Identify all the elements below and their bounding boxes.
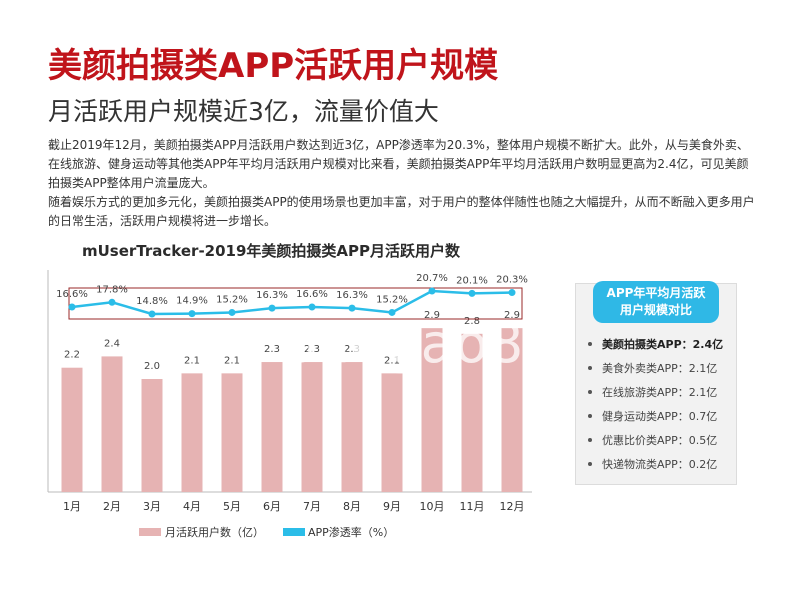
summary-paragraph-2: 随着娱乐方式的更加多元化，美颜拍摄类APP的使用场景也更加丰富，对于用户的整体伴… <box>48 195 755 228</box>
line-point <box>428 287 436 295</box>
side-panel-header-line-2: 用户规模对比 <box>619 303 692 317</box>
legend-line-swatch <box>283 528 305 536</box>
x-tick-label: 11月 <box>460 500 485 513</box>
line-value-label: 20.3% <box>496 275 528 286</box>
bar-value-label: 2.3 <box>264 344 280 355</box>
bar <box>301 362 323 492</box>
side-panel-item-label: 美食外卖类APP：2.1亿 <box>602 362 718 375</box>
bar-value-label: 2.2 <box>64 350 80 361</box>
line-value-label: 20.1% <box>456 275 488 286</box>
line-value-label: 16.3% <box>256 290 288 301</box>
summary-paragraph-1: 截止2019年12月，美颜拍摄类APP月活跃用户数达到近3亿，APP渗透率为20… <box>48 138 749 190</box>
line-point <box>148 310 156 318</box>
line-point <box>228 308 236 316</box>
bar <box>221 373 243 492</box>
x-tick-label: 12月 <box>500 500 525 513</box>
bar <box>61 367 83 492</box>
line-point <box>308 303 316 311</box>
line-value-label: 16.6% <box>296 289 328 300</box>
page-subtitle: 月活跃用户规模近3亿，流量价值大 <box>48 97 439 126</box>
side-panel-item: 健身运动类APP：0.7亿 <box>588 404 723 428</box>
x-tick-label: 2月 <box>103 500 121 513</box>
line-value-label: 14.8% <box>136 296 168 307</box>
line-value-label: 16.6% <box>56 289 88 300</box>
line-value-label: 20.7% <box>416 273 448 284</box>
side-panel-item: 在线旅游类APP：2.1亿 <box>588 380 723 404</box>
bar-value-label: 2.0 <box>144 361 160 372</box>
bar-value-label: 2.3 <box>344 344 360 355</box>
bullet-icon <box>588 438 592 442</box>
bar <box>461 333 483 492</box>
bullet-icon <box>588 390 592 394</box>
line-point <box>348 304 356 312</box>
x-tick-label: 1月 <box>63 500 81 513</box>
side-panel-header-line-1: APP年平均月活跃 <box>606 286 706 300</box>
penetration-line <box>71 289 513 316</box>
bullet-icon <box>588 366 592 370</box>
bar-value-label: 2.1 <box>224 355 240 366</box>
bar <box>141 379 163 492</box>
bar-value-label: 2.8 <box>464 316 480 327</box>
bar-value-label: 2.4 <box>104 338 120 349</box>
chart-title: mUserTracker-2019年美颜拍摄类APP月活跃用户数 <box>82 242 461 260</box>
side-panel-item: 美食外卖类APP：2.1亿 <box>588 356 723 380</box>
bar <box>421 328 443 492</box>
x-tick-label: 4月 <box>183 500 201 513</box>
x-tick-label: 6月 <box>263 500 281 513</box>
side-panel-header: APP年平均月活跃 用户规模对比 <box>593 281 719 323</box>
line-value-label: 14.9% <box>176 296 208 307</box>
bar-value-label: 2.1 <box>384 355 400 366</box>
bar-value-label: 2.9 <box>424 310 440 321</box>
side-panel-item-label: 在线旅游类APP：2.1亿 <box>602 386 718 399</box>
line-value-label: 15.2% <box>216 294 248 305</box>
x-tick-label: 10月 <box>420 500 445 513</box>
side-panel-item: 美颜拍摄类APP：2.4亿 <box>588 332 723 356</box>
bullet-icon <box>588 462 592 466</box>
line-value-label: 16.3% <box>336 290 368 301</box>
line-point <box>388 308 396 316</box>
side-panel-item-label: 美颜拍摄类APP：2.4亿 <box>602 338 724 351</box>
bar <box>381 373 403 492</box>
page-title: 美颜拍摄类APP活跃用户规模 <box>48 46 499 86</box>
bar-value-label: 2.3 <box>304 344 320 355</box>
bar <box>341 362 363 492</box>
side-panel-list: 美颜拍摄类APP：2.4亿 美食外卖类APP：2.1亿 在线旅游类APP：2.1亿健… <box>588 332 723 476</box>
line-point <box>268 304 276 312</box>
legend-bar-swatch <box>139 528 161 536</box>
x-tick-label: 8月 <box>343 500 361 513</box>
bar-value-label: 2.1 <box>184 355 200 366</box>
bar <box>101 356 123 492</box>
bar <box>181 373 203 492</box>
side-panel-item-label: 健身运动类APP：0.7亿 <box>602 410 718 423</box>
bar-value-label: 2.9 <box>504 310 520 321</box>
line-highlight-box <box>68 287 523 320</box>
line-point <box>468 289 476 297</box>
legend-line-label: APP渗透率（%） <box>308 525 394 539</box>
bar <box>501 328 523 492</box>
x-tick-label: 3月 <box>143 500 161 513</box>
side-panel-item: 快递物流类APP：0.2亿 <box>588 452 723 476</box>
side-panel-item-label: 优惠比价类APP：0.5亿 <box>602 434 718 447</box>
x-tick-label: 9月 <box>383 500 401 513</box>
line-point <box>68 303 76 311</box>
x-tick-label: 5月 <box>223 500 241 513</box>
line-value-label: 15.2% <box>376 294 408 305</box>
legend-bar-label: 月活跃用户数（亿） <box>165 525 264 539</box>
side-panel-item-label: 快递物流类APP：0.2亿 <box>602 458 718 471</box>
summary-paragraph: 截止2019年12月，美颜拍摄类APP月活跃用户数达到近3亿，APP渗透率为20… <box>48 136 760 231</box>
bar <box>261 362 283 492</box>
bullet-icon <box>588 342 592 346</box>
x-tick-label: 7月 <box>303 500 321 513</box>
line-point <box>188 310 196 318</box>
side-panel-item: 优惠比价类APP：0.5亿 <box>588 428 723 452</box>
line-value-label: 17.8% <box>96 284 128 295</box>
line-point <box>508 289 516 297</box>
line-point <box>108 298 116 306</box>
bullet-icon <box>588 414 592 418</box>
